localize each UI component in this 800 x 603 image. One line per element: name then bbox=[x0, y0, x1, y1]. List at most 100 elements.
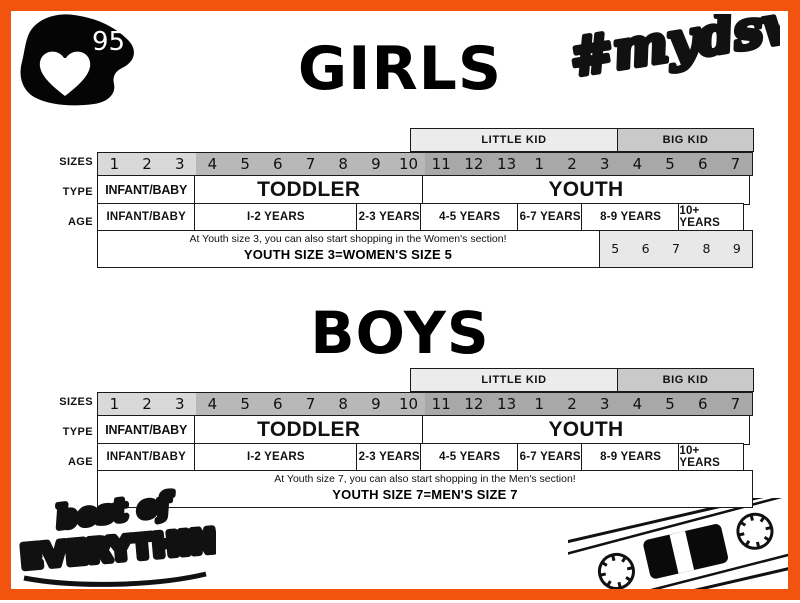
size-cell: 5 bbox=[228, 153, 262, 175]
page-title-boys: BOYS bbox=[310, 299, 490, 367]
size-cell: 2 bbox=[555, 393, 589, 415]
adult-size-cell: 8 bbox=[702, 241, 711, 256]
size-cell: 3 bbox=[163, 153, 197, 175]
boys-type-row: INFANT/BABY TODDLER YOUTH bbox=[97, 414, 753, 445]
adult-size-cell: 6 bbox=[641, 241, 650, 256]
size-cell: 3 bbox=[588, 153, 621, 175]
chart-cell: INFANT/BABY bbox=[97, 203, 196, 231]
boys-age-row: INFANT/BABY I-2 YEARS 2-3 YEARS 4-5 YEARS 6-… bbox=[97, 443, 753, 471]
size-cell: 7 bbox=[719, 393, 752, 415]
size-cell: 6 bbox=[261, 153, 295, 175]
banner-big-kid: BIG KID bbox=[617, 368, 754, 392]
banner-little-kid: LITTLE KID bbox=[410, 368, 618, 392]
size-cell: 4 bbox=[621, 153, 654, 175]
boys-note-line1: At Youth size 7, you can also start shop… bbox=[274, 473, 576, 486]
size-cell: 3 bbox=[588, 393, 621, 415]
size-cell: 13 bbox=[490, 153, 523, 175]
chart-cell: 8-9 YEARS bbox=[581, 443, 680, 471]
girls-type-row: INFANT/BABY TODDLER YOUTH bbox=[97, 174, 753, 205]
row-label-sizes: SIZES bbox=[59, 156, 93, 168]
chart-cell: INFANT/BABY bbox=[97, 443, 196, 471]
boys-note-line2: YOUTH SIZE 7=MEN'S SIZE 7 bbox=[332, 487, 518, 503]
row-label-sizes: SIZES bbox=[59, 396, 93, 408]
chart-cell: 2-3 YEARS bbox=[356, 203, 422, 231]
size-cell: 10 bbox=[392, 393, 425, 415]
chart-cell: 4-5 YEARS bbox=[420, 443, 519, 471]
chart-cell: TODDLER bbox=[193, 414, 424, 445]
logo-line2: EVERYTHING bbox=[20, 521, 216, 576]
chart-cell: I-2 YEARS bbox=[193, 203, 358, 231]
girls-note-row: At Youth size 3, you can also start shop… bbox=[97, 229, 753, 268]
mydsw-hashtag-logo: #mydsw bbox=[563, 0, 800, 96]
boys-banner-row: LITTLE KID BIG KID bbox=[410, 368, 754, 392]
size-cell: 13 bbox=[490, 393, 523, 415]
size-cell: 7 bbox=[719, 153, 752, 175]
girls-note-line1: At Youth size 3, you can also start shop… bbox=[189, 233, 507, 246]
size-cell: 8 bbox=[326, 393, 360, 415]
size-cell: 2 bbox=[130, 153, 164, 175]
size-cell: 11 bbox=[424, 393, 458, 415]
size-cell: 5 bbox=[228, 393, 262, 415]
chart-cell: TODDLER bbox=[193, 174, 424, 205]
size-cell: 1 bbox=[522, 393, 556, 415]
chart-cell: 4-5 YEARS bbox=[420, 203, 519, 231]
adult-size-cell: 9 bbox=[732, 241, 741, 256]
border-right bbox=[788, 0, 800, 600]
size-cell: 6 bbox=[686, 153, 720, 175]
chart-cell: YOUTH bbox=[421, 174, 750, 205]
size-cell: 6 bbox=[261, 393, 295, 415]
size-cell: 3 bbox=[163, 393, 197, 415]
size-cell: 1 bbox=[98, 153, 131, 175]
girls-sizes-row: 1 2 3 4 5 6 7 8 9 10 11 12 13 1 2 3 4 5 6 7 bbox=[97, 152, 753, 176]
size-cell: 5 bbox=[653, 153, 687, 175]
size-cell: 2 bbox=[555, 153, 589, 175]
boys-sizes-row: 1 2 3 4 5 6 7 8 9 10 11 12 13 1 2 3 4 5 6 7 bbox=[97, 392, 753, 416]
size-cell: 2 bbox=[130, 393, 164, 415]
chart-cell: I-2 YEARS bbox=[193, 443, 358, 471]
border-left bbox=[0, 0, 11, 600]
chart-cell: 6-7 YEARS bbox=[517, 203, 583, 231]
chart-cell: INFANT/BABY bbox=[97, 414, 196, 445]
size-cell: 9 bbox=[359, 153, 393, 175]
page-title-girls: GIRLS bbox=[297, 34, 503, 104]
size-cell: 4 bbox=[196, 153, 229, 175]
girls-note-text: At Youth size 3, you can also start shop… bbox=[98, 231, 598, 267]
banner-little-kid: LITTLE KID bbox=[410, 128, 618, 152]
size-cell: 1 bbox=[98, 393, 131, 415]
size-cell: 1 bbox=[522, 153, 556, 175]
women-sizes-band: 5 6 7 8 9 bbox=[599, 230, 752, 267]
size-cell: 10 bbox=[392, 153, 425, 175]
chart-cell: 6-7 YEARS bbox=[517, 443, 583, 471]
border-top bbox=[0, 0, 800, 11]
girls-banner-row: LITTLE KID BIG KID bbox=[410, 128, 754, 152]
size-cell: 9 bbox=[359, 393, 393, 415]
hashtag-text: #mydsw bbox=[565, 14, 780, 89]
row-label-age: AGE bbox=[67, 216, 93, 228]
heart-badge-number: 95 bbox=[92, 27, 125, 57]
size-cell: 7 bbox=[294, 153, 327, 175]
size-cell: 5 bbox=[653, 393, 687, 415]
chart-cell: INFANT/BABY bbox=[97, 174, 196, 205]
chart-cell: 2-3 YEARS bbox=[356, 443, 422, 471]
banner-big-kid: BIG KID bbox=[617, 128, 754, 152]
boys-note-row: At Youth size 7, you can also start shop… bbox=[97, 469, 753, 508]
row-label-type: TYPE bbox=[62, 426, 93, 438]
heart-badge: 95 bbox=[10, 6, 150, 111]
adult-size-cell: 7 bbox=[672, 241, 680, 256]
best-of-everything-logo: best of EVERYTHING bbox=[16, 482, 246, 590]
size-cell: 4 bbox=[196, 393, 229, 415]
chart-cell: 10+ YEARS bbox=[678, 203, 744, 231]
chart-cell: 8-9 YEARS bbox=[581, 203, 680, 231]
girls-age-row: INFANT/BABY I-2 YEARS 2-3 YEARS 4-5 YEARS 6-… bbox=[97, 203, 753, 231]
size-cell: 12 bbox=[457, 153, 491, 175]
cassette-tape-illustration bbox=[551, 487, 800, 603]
row-label-type: TYPE bbox=[62, 186, 93, 198]
girls-note-line2: YOUTH SIZE 3=WOMEN'S SIZE 5 bbox=[243, 247, 453, 263]
size-cell: 7 bbox=[294, 393, 327, 415]
size-cell: 6 bbox=[686, 393, 720, 415]
border-bottom bbox=[0, 589, 800, 600]
chart-cell: YOUTH bbox=[421, 414, 750, 445]
